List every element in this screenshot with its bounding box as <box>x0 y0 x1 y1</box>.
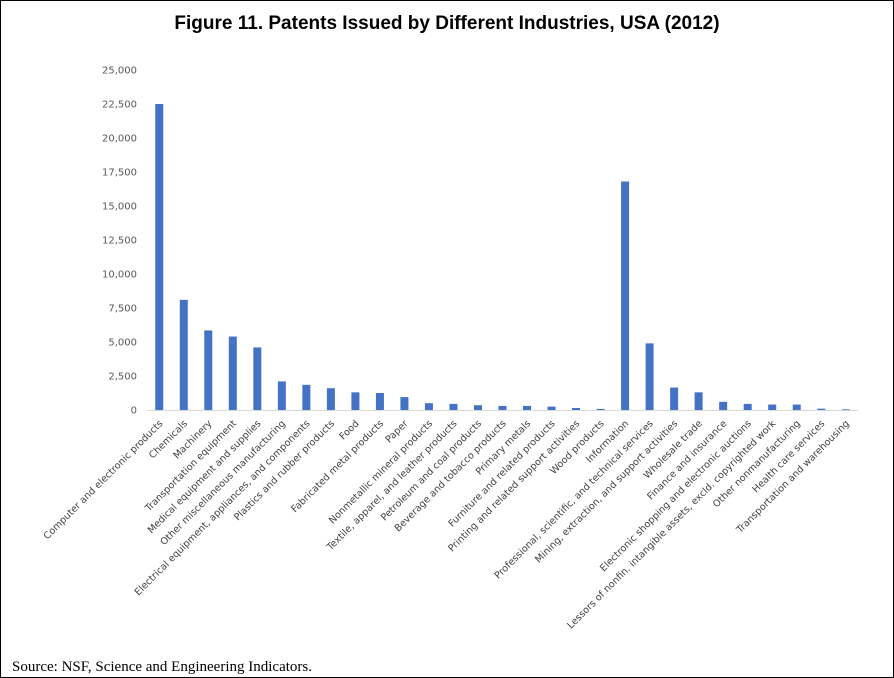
bar <box>228 336 237 410</box>
bar <box>449 403 458 410</box>
bar <box>424 403 433 410</box>
bar <box>645 343 654 410</box>
bar <box>841 409 850 410</box>
bar <box>792 404 801 410</box>
source-note: Source: NSF, Science and Engineering Ind… <box>12 659 312 675</box>
bar <box>694 392 703 410</box>
bar <box>253 347 262 410</box>
bar <box>375 393 384 410</box>
bar <box>179 299 188 410</box>
bar <box>596 408 605 410</box>
bar <box>400 397 409 410</box>
chart-title: Figure 11. Patents Issued by Different I… <box>174 13 720 34</box>
bar <box>817 408 826 410</box>
y-tick-label: 15,000 <box>102 202 137 213</box>
bar <box>498 405 507 410</box>
bar <box>768 404 777 410</box>
bar <box>302 384 311 410</box>
bar <box>572 407 581 410</box>
y-tick-label: 0 <box>131 406 137 417</box>
bars <box>147 104 858 411</box>
bar <box>277 381 286 410</box>
bar <box>326 388 335 410</box>
x-tick-label: Computer and electronic products <box>42 418 166 542</box>
x-axis-ticks: Computer and electronic productsChemical… <box>42 418 852 631</box>
y-tick-label: 12,500 <box>102 236 137 247</box>
y-tick-label: 20,000 <box>102 134 137 145</box>
bar <box>621 181 630 410</box>
y-tick-label: 17,500 <box>102 168 137 179</box>
bar <box>351 392 360 410</box>
y-tick-label: 5,000 <box>108 338 137 349</box>
y-tick-label: 25,000 <box>102 66 137 77</box>
bar <box>719 401 728 410</box>
plot-area <box>36 60 876 652</box>
y-tick-label: 22,500 <box>102 100 137 111</box>
bar <box>670 387 679 410</box>
y-tick-label: 2,500 <box>108 372 137 383</box>
y-tick-label: 7,500 <box>108 304 137 315</box>
y-axis-ticks: 0 2,500 5,000 7,500 10,000 12,500 15,000 17,500… <box>102 66 137 417</box>
bar <box>547 406 556 410</box>
bar <box>155 104 164 410</box>
bar <box>743 403 752 410</box>
bar <box>473 405 482 410</box>
y-tick-label: 10,000 <box>102 270 137 281</box>
bar <box>204 330 213 410</box>
bar <box>523 405 532 410</box>
